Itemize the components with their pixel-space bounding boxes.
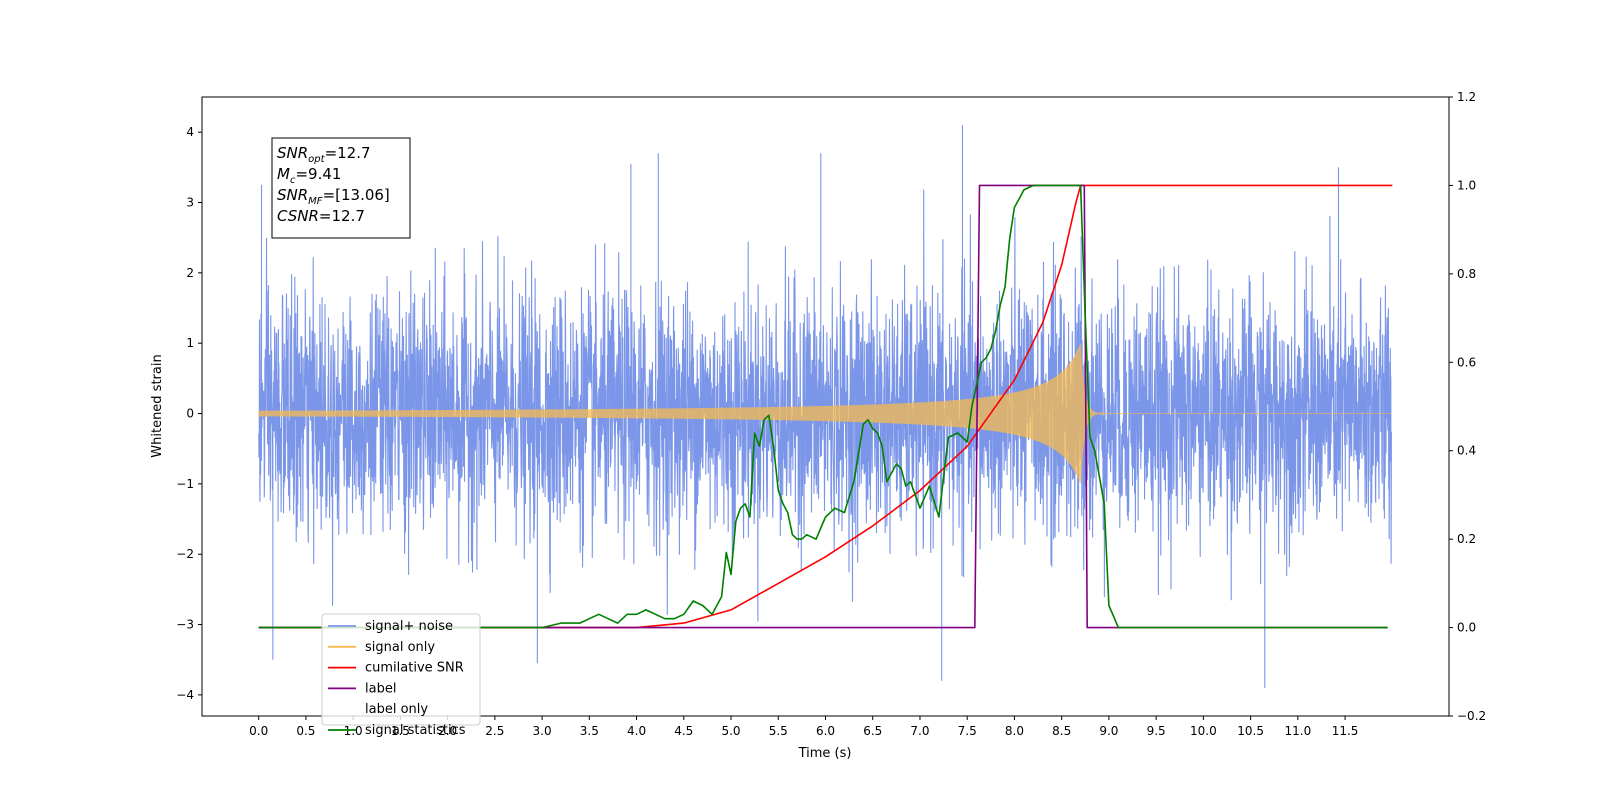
x-tick-label: 1.0 [344,724,363,738]
x-axis: 0.0 0.5 1.0 1.5 2.0 2.5 3.0 3.5 4.0 4.5 5.0 5.5 6.0 6… [249,716,1358,738]
x-tick-label: 6.0 [816,724,835,738]
y2-tick-label: 0.6 [1457,355,1476,369]
legend-entry: cumilative SNR [328,661,464,676]
annotation-symbol: SNR [277,186,308,204]
y-tick-label: 4 [186,125,194,139]
y-axis-right: 1.2 1.0 0.8 0.6 0.4 0.2 0.0 −0.2 [1449,90,1486,723]
x-tick-label: 8.5 [1052,724,1071,738]
annotation-line: SNRopt=12.7 [277,144,371,165]
y2-tick-label: 1.0 [1457,178,1476,192]
x-tick-label: 2.5 [485,724,504,738]
annotation-line: Mc=9.41 [277,165,341,186]
series-layer [258,125,1393,688]
legend-label: signal statistics [365,723,466,738]
y-tick-label: −2 [176,547,194,561]
y2-tick-label: 0.0 [1457,621,1476,635]
legend-entry: signal only [328,640,435,655]
x-tick-label: 3.5 [580,724,599,738]
y2-tick-label: 0.2 [1457,532,1476,546]
y2-tick-label: −0.2 [1457,709,1486,723]
x-tick-label: 10.0 [1190,724,1217,738]
x-tick-label: 0.5 [296,724,315,738]
x-tick-label: 7.5 [958,724,977,738]
annotation-value: =9.41 [295,165,341,183]
x-tick-label: 0.0 [249,724,268,738]
x-tick-label: 10.5 [1237,724,1264,738]
x-tick-label: 4.5 [674,724,693,738]
y-axis-label: Whitened strain [150,354,165,457]
x-tick-label: 2.0 [438,724,457,738]
y-tick-label: 2 [186,266,194,280]
y2-tick-label: 0.4 [1457,444,1476,458]
x-axis-label: Time (s) [798,746,852,761]
legend-entry: label only [365,702,428,717]
series-signal-only-line [258,344,1392,484]
y2-tick-label: 0.8 [1457,267,1476,281]
y-tick-label: −3 [176,618,194,632]
y-tick-label: 1 [186,336,194,350]
y-tick-label: 3 [186,196,194,210]
annotation-subscript: MF [308,196,323,207]
annotation-line: CSNR=12.7 [277,207,365,225]
annotation-line: SNRMF=[13.06] [277,186,390,207]
y-tick-label: 0 [186,407,194,421]
series-signal-plus-noise-line [258,189,1392,622]
annotation-subscript: c [290,175,296,186]
legend: signal+ noise signal only cumilative SNR la… [321,613,481,738]
legend-entry: signal statistics [328,723,466,738]
x-tick-label: 9.0 [1099,724,1118,738]
annotation-symbol: M [277,165,290,183]
x-tick-label: 7.0 [910,724,929,738]
x-tick-label: 11.5 [1332,724,1359,738]
annotation-value: =[13.06] [323,186,390,204]
legend-entry: label [328,681,396,696]
x-tick-label: 8.0 [1005,724,1024,738]
x-tick-label: 3.0 [533,724,552,738]
series-cumilative-snr-line [258,184,1393,629]
series-signal-statistics-line [258,184,1388,629]
legend-entry: signal+ noise [328,619,453,634]
y-tick-label: −1 [176,477,194,491]
y-tick-label: −4 [176,688,194,702]
legend-label: signal+ noise [365,619,453,634]
annotation-value: =12.7 [325,144,371,162]
x-tick-label: 1.5 [391,724,410,738]
annotation-subscript: opt [308,154,325,165]
annotation-symbol: CSNR [277,207,319,225]
annotation-frame [271,137,411,239]
x-tick-label: 9.5 [1147,724,1166,738]
legend-label: label only [365,702,428,717]
x-tick-label: 6.5 [863,724,882,738]
legend-label: signal only [365,640,435,655]
legend-frame [321,613,481,726]
x-tick-label: 11.0 [1284,724,1311,738]
legend-label: label [365,681,396,696]
x-tick-label: 5.5 [769,724,788,738]
annotation-value: =12.7 [319,207,365,225]
x-tick-label: 4.0 [627,724,646,738]
annotation-symbol: SNR [277,144,308,162]
y2-tick-label: 1.2 [1457,90,1476,104]
legend-label: cumilative SNR [365,661,464,676]
y-axis-left: 4 3 2 1 0 −1 −2 −3 −4 [176,125,202,702]
x-tick-label: 5.0 [721,724,740,738]
